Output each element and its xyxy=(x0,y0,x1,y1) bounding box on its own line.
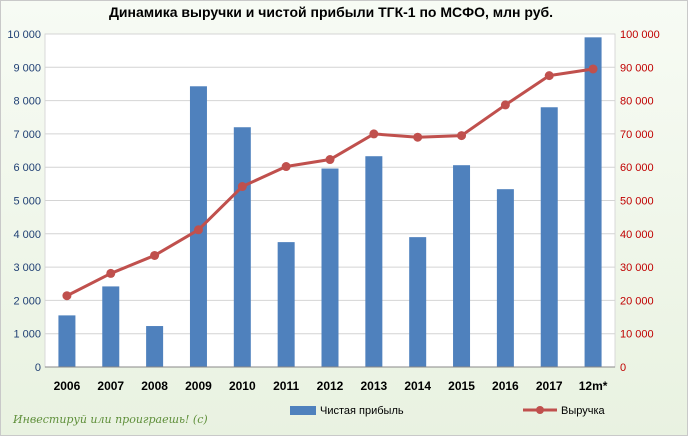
x-tick-label: 2006 xyxy=(54,379,81,393)
x-tick-label: 2014 xyxy=(404,379,431,393)
chart-title: Динамика выручки и чистой прибыли ТГК-1 … xyxy=(109,4,553,20)
profit-bar xyxy=(102,286,120,367)
profit-bar xyxy=(496,189,514,367)
revenue-point xyxy=(500,100,510,110)
revenue-point xyxy=(325,155,335,165)
legend-marker-revenue xyxy=(536,406,544,414)
profit-bar xyxy=(540,107,558,367)
x-tick-label: 2009 xyxy=(185,379,212,393)
revenue-point xyxy=(106,268,116,278)
right-tick-label: 60 000 xyxy=(620,162,654,174)
left-tick-label: 6 000 xyxy=(13,162,41,174)
right-tick-label: 30 000 xyxy=(620,262,654,274)
legend-swatch-profit xyxy=(290,406,316,415)
left-tick-label: 9 000 xyxy=(13,62,41,74)
gridlines xyxy=(45,33,615,335)
watermark: Инвестируй или проиграешь! (с) xyxy=(12,413,208,426)
revenue-point xyxy=(193,225,203,235)
left-axis: 0 1 000 2 000 3 000 4 000 5 000 6 000 7 000 8 00… xyxy=(7,29,41,374)
x-tick-label: 2011 xyxy=(273,379,299,393)
left-tick-label: 1 000 xyxy=(13,329,41,341)
legend-label-revenue: Выручка xyxy=(561,405,606,417)
x-tick-label: 2010 xyxy=(229,379,256,393)
left-tick-label: 2 000 xyxy=(13,295,41,307)
profit-bar xyxy=(58,315,76,367)
x-tick-label: 12m* xyxy=(579,379,608,393)
right-tick-label: 40 000 xyxy=(620,229,654,241)
x-tick-label: 2013 xyxy=(360,379,387,393)
left-tick-label: 7 000 xyxy=(13,129,41,141)
revenue-point xyxy=(544,71,554,81)
revenue-line xyxy=(62,64,598,301)
left-tick-label: 5 000 xyxy=(13,196,41,208)
revenue-point xyxy=(281,162,291,172)
profit-bar xyxy=(584,37,602,368)
revenue-point xyxy=(150,250,160,260)
left-tick-label: 3 000 xyxy=(13,262,41,274)
left-tick-label: 10 000 xyxy=(7,29,41,41)
left-tick-label: 4 000 xyxy=(13,229,41,241)
right-tick-label: 80 000 xyxy=(620,96,654,108)
right-tick-label: 20 000 xyxy=(620,295,654,307)
profit-bar xyxy=(409,237,427,367)
legend-label-profit: Чистая прибыль xyxy=(320,405,404,417)
right-tick-label: 90 000 xyxy=(620,62,654,74)
left-tick-label: 8 000 xyxy=(13,96,41,108)
right-tick-label: 0 xyxy=(620,362,626,374)
x-axis: 2006 2007 2008 2009 2010 2011 2012 2013 2014 2015… xyxy=(45,366,615,393)
left-tick-label: 0 xyxy=(35,362,41,374)
profit-bar xyxy=(321,168,339,367)
profit-bar xyxy=(453,165,471,367)
profit-bar xyxy=(146,326,164,367)
revenue-point xyxy=(237,182,247,192)
x-tick-label: 2015 xyxy=(448,379,475,393)
right-axis: 0 10 000 20 000 30 000 40 000 50 000 60 000 70 … xyxy=(620,29,660,374)
revenue-point xyxy=(457,131,467,141)
right-tick-label: 70 000 xyxy=(620,129,654,141)
profit-bar xyxy=(277,242,295,367)
revenue-point xyxy=(62,291,72,301)
legend: Чистая прибыль Выручка xyxy=(290,405,606,417)
right-tick-label: 50 000 xyxy=(620,196,654,208)
profit-bar xyxy=(233,127,251,368)
x-tick-label: 2017 xyxy=(536,379,563,393)
right-tick-label: 10 000 xyxy=(620,329,654,341)
revenue-point xyxy=(413,132,423,142)
revenue-point xyxy=(369,129,379,139)
x-tick-label: 2016 xyxy=(492,379,519,393)
revenue-point xyxy=(588,64,598,74)
x-tick-label: 2008 xyxy=(141,379,168,393)
x-tick-label: 2007 xyxy=(97,379,124,393)
right-tick-label: 100 000 xyxy=(620,29,660,41)
x-tick-label: 2012 xyxy=(317,379,344,393)
profit-bar xyxy=(365,156,383,367)
